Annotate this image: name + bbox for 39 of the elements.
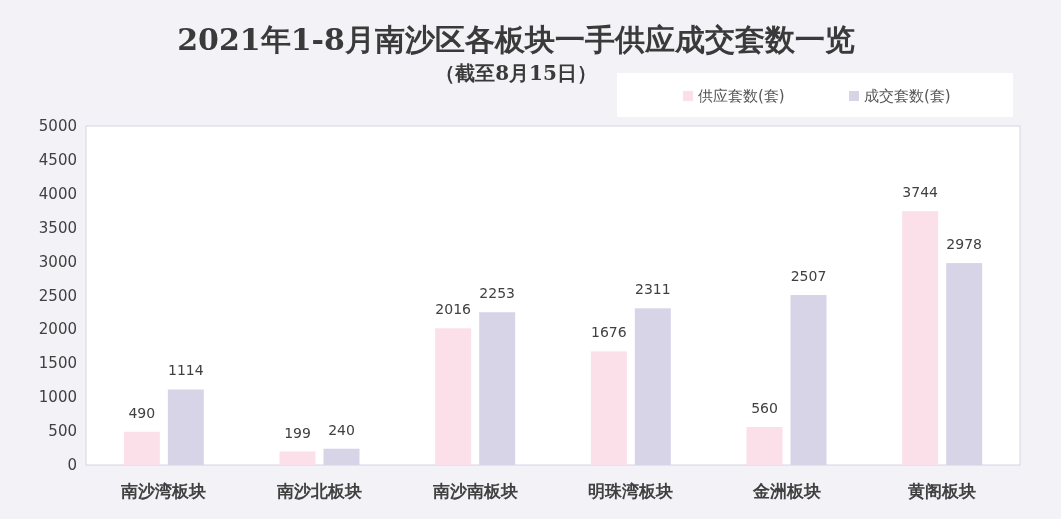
x-tick-label: 金洲板块 [751, 481, 821, 501]
bar [435, 328, 472, 465]
data-label: 2507 [790, 268, 827, 285]
x-tick-label: 明珠湾板块 [588, 481, 674, 501]
y-tick-label: 0 [67, 456, 77, 474]
data-label: 2311 [635, 281, 671, 298]
y-tick-label: 1500 [38, 354, 77, 373]
x-tick-label: 南沙湾板块 [120, 481, 207, 501]
data-label: 2978 [946, 236, 982, 253]
x-tick-label: 南沙北板块 [276, 481, 362, 501]
y-tick-label: 3000 [38, 252, 77, 271]
bar [279, 451, 316, 465]
y-tick-label: 500 [48, 422, 77, 441]
data-label: 1676 [591, 324, 627, 341]
bar [746, 427, 783, 465]
x-tick-label: 黄阁板块 [907, 481, 977, 501]
y-tick-label: 2000 [38, 320, 77, 339]
data-label: 3744 [902, 184, 939, 201]
data-label: 2016 [435, 301, 472, 318]
bar [590, 351, 627, 465]
legend-label: 成交套数(套) [864, 87, 951, 105]
bar [123, 431, 160, 465]
chart-subtitle: （截至8月15日） [435, 61, 597, 85]
y-tick-label: 5000 [38, 117, 77, 135]
y-tick-label: 2500 [38, 286, 77, 305]
data-label: 560 [751, 400, 778, 417]
data-label: 1114 [168, 362, 204, 379]
data-label: 490 [128, 404, 156, 421]
data-label: 199 [284, 424, 311, 441]
y-tick-label: 4000 [38, 184, 77, 203]
legend-label: 供应套数(套) [698, 87, 785, 105]
chart-title: 2021年1-8月南沙区各板块一手供应成交套数一览 [177, 22, 855, 57]
y-tick-label: 3500 [38, 218, 77, 237]
data-label: 240 [328, 421, 355, 438]
data-label: 2253 [479, 285, 515, 302]
bar [902, 211, 939, 465]
y-tick-label: 1000 [38, 388, 77, 407]
x-tick-label: 南沙南板块 [431, 481, 518, 501]
y-tick-label: 4500 [38, 150, 77, 169]
